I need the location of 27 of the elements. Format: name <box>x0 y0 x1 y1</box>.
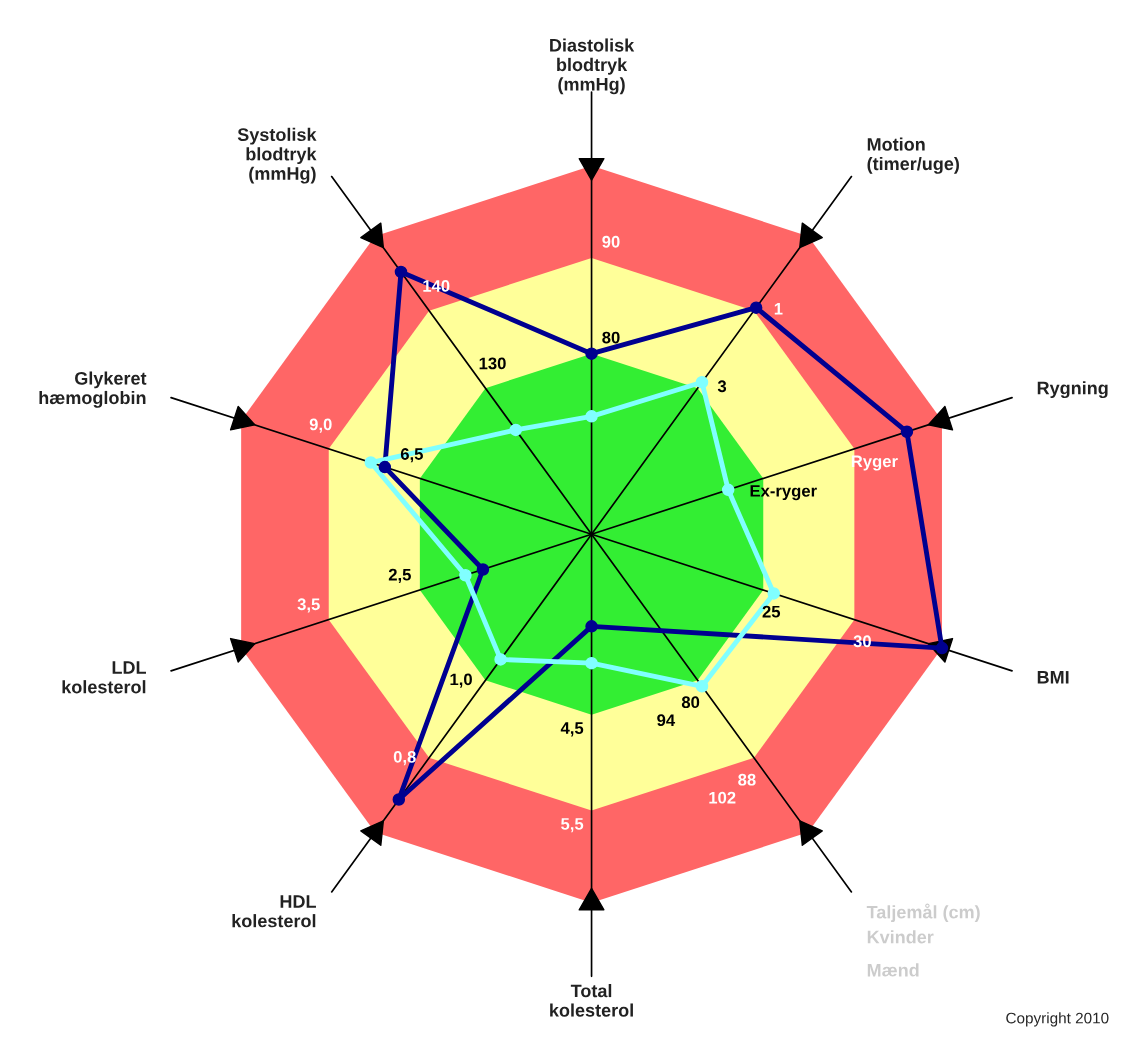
spoke-label: Total kolesterol <box>550 984 633 1017</box>
text: 94 <box>657 714 676 727</box>
spoke-label: Rygning <box>1037 381 1108 399</box>
text: 9,0 <box>309 418 332 433</box>
text: 80 <box>602 331 620 344</box>
text: 5,5 <box>561 818 584 833</box>
text: 2,5 <box>388 568 411 583</box>
spoke-label: HDL kolesterol <box>232 895 316 928</box>
spoke-label: Motion (timer/uge) <box>867 137 959 174</box>
text: 88 <box>738 773 756 786</box>
spoke-label: Systolisk blodtryk (mmHg) <box>237 127 317 184</box>
spoke-label: Diastolisk blodtryk (mmHg) <box>550 38 635 95</box>
spoke-label: LDL kolesterol <box>62 661 146 694</box>
text: 6,5 <box>400 448 423 463</box>
text: 90 <box>602 235 620 248</box>
text: 1 <box>774 303 783 315</box>
text: Copyright 2010 <box>1006 1012 1109 1027</box>
spoke-label: BMI <box>1037 671 1069 684</box>
text: 102 <box>709 791 736 804</box>
text: 3,5 <box>297 598 320 613</box>
text: 80 <box>681 696 700 709</box>
spoke-label: Glykeret hæmoglobin <box>39 371 147 408</box>
text: 25 <box>762 605 781 618</box>
text: 1,0 <box>450 673 472 688</box>
text: 3 <box>717 380 727 393</box>
text: 4,5 <box>560 722 584 737</box>
text: 130 <box>479 357 506 370</box>
